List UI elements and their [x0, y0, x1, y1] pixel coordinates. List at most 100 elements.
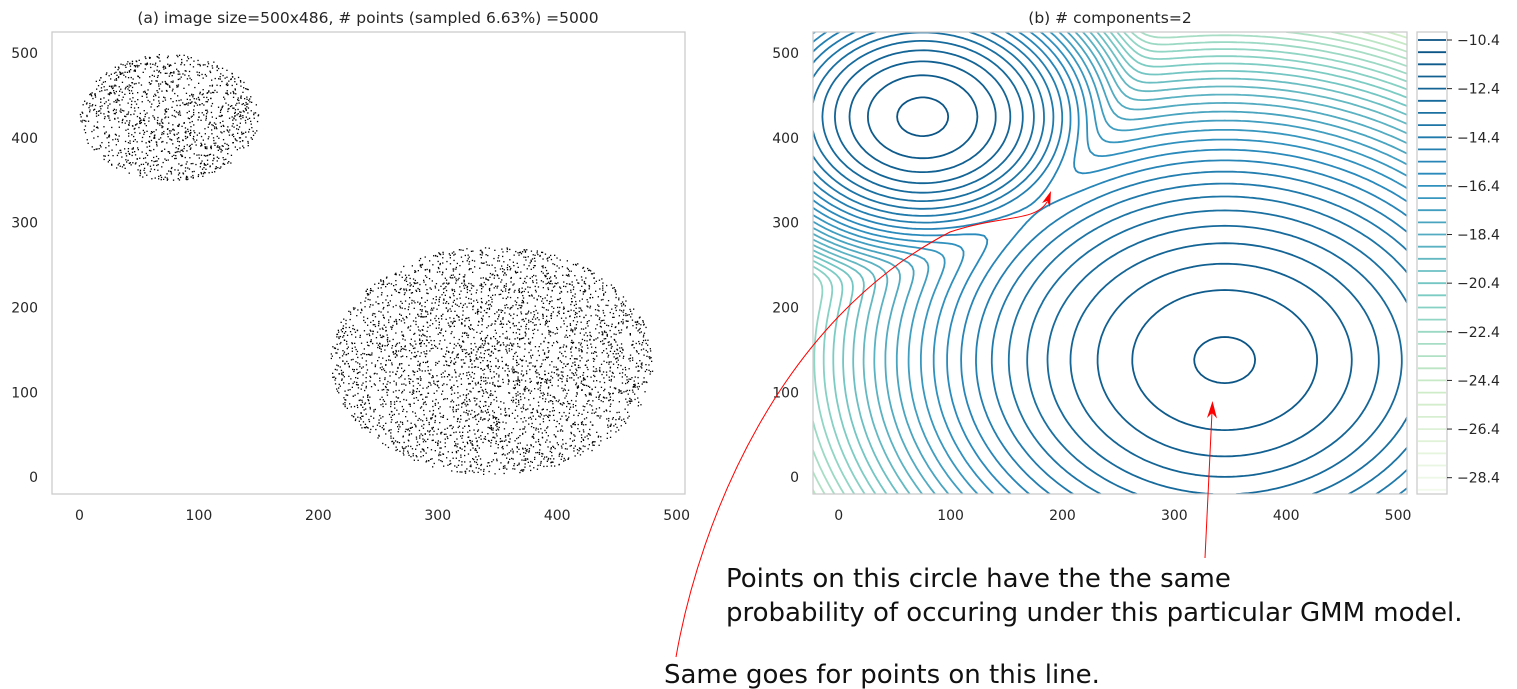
scatter-point	[461, 406, 463, 408]
scatter-point	[197, 175, 199, 178]
scatter-point	[254, 132, 256, 134]
scatter-point	[529, 381, 531, 383]
scatter-point	[433, 430, 435, 432]
scatter-point	[501, 454, 503, 456]
scatter-point	[374, 364, 377, 366]
scatter-point	[517, 343, 519, 345]
scatter-point	[601, 319, 603, 322]
scatter-point	[620, 310, 623, 312]
scatter-point	[127, 61, 129, 63]
scatter-point	[124, 115, 126, 117]
scatter-point	[402, 452, 404, 454]
scatter-point	[493, 416, 495, 418]
scatter-point	[419, 355, 421, 357]
scatter-point	[573, 304, 576, 307]
scatter-point	[609, 410, 611, 413]
scatter-point	[153, 148, 155, 151]
scatter-point	[378, 422, 380, 424]
scatter-point	[469, 358, 472, 361]
scatter-point	[427, 385, 429, 388]
scatter-point	[168, 130, 171, 132]
scatter-point	[131, 86, 134, 89]
scatter-point	[464, 403, 466, 405]
scatter-point	[470, 391, 472, 393]
scatter-point	[143, 133, 145, 135]
scatter-point	[634, 384, 636, 387]
scatter-point	[498, 376, 500, 378]
scatter-point	[203, 96, 205, 98]
scatter-point	[170, 171, 172, 173]
scatter-point	[494, 390, 496, 393]
scatter-point	[449, 317, 451, 319]
scatter-point	[590, 394, 592, 396]
scatter-point	[498, 421, 500, 423]
scatter-point	[128, 132, 130, 135]
scatter-point	[412, 285, 414, 287]
scatter-point	[451, 387, 453, 389]
scatter-point	[547, 282, 549, 284]
scatter-point	[520, 313, 523, 315]
scatter-point	[116, 74, 118, 76]
scatter-point	[592, 424, 594, 426]
scatter-point	[127, 88, 129, 90]
scatter-point	[552, 331, 554, 334]
scatter-point	[626, 320, 628, 322]
scatter-point	[513, 465, 515, 467]
scatter-point	[646, 381, 648, 384]
scatter-point	[189, 132, 192, 134]
scatter-point	[466, 260, 468, 262]
scatter-point	[595, 346, 597, 349]
scatter-point	[164, 148, 166, 150]
scatter-point	[503, 286, 505, 288]
scatter-point	[168, 64, 171, 66]
scatter-point	[160, 174, 162, 177]
scatter-point	[610, 430, 612, 432]
scatter-point	[186, 112, 188, 114]
scatter-point	[521, 337, 523, 339]
scatter-point	[136, 123, 138, 125]
scatter-point	[239, 141, 241, 143]
scatter-point	[411, 302, 413, 304]
scatter-point	[620, 392, 622, 394]
scatter-point	[552, 414, 555, 416]
scatter-point	[429, 350, 431, 352]
scatter-point	[228, 134, 231, 136]
scatter-point	[121, 166, 124, 168]
scatter-point	[356, 368, 358, 371]
scatter-point	[206, 96, 208, 99]
scatter-point	[388, 304, 390, 306]
scatter-point	[525, 323, 528, 325]
scatter-point	[531, 294, 533, 296]
scatter-point	[458, 249, 461, 251]
scatter-point	[509, 342, 512, 344]
scatter-point	[518, 291, 520, 293]
scatter-point	[372, 304, 374, 306]
scatter-point	[529, 343, 531, 345]
scatter-point	[402, 335, 405, 337]
scatter-point	[488, 288, 491, 290]
scatter-point	[222, 139, 225, 141]
scatter-point	[87, 142, 89, 144]
scatter-point	[542, 281, 544, 283]
scatter-point	[442, 453, 445, 455]
scatter-point	[435, 327, 437, 329]
scatter-point	[506, 247, 508, 249]
scatter-point	[495, 365, 497, 367]
scatter-point	[240, 111, 242, 113]
scatter-point	[460, 359, 462, 361]
scatter-point	[591, 346, 593, 348]
scatter-point	[212, 91, 214, 94]
scatter-point	[560, 346, 562, 349]
scatter-point	[360, 412, 362, 414]
scatter-point	[459, 447, 461, 449]
scatter-point	[599, 417, 601, 419]
scatter-point	[605, 348, 608, 350]
scatter-point	[597, 296, 599, 298]
scatter-point	[482, 346, 484, 349]
scatter-point	[455, 450, 457, 453]
scatter-point	[528, 450, 530, 452]
scatter-point	[417, 382, 419, 384]
scatter-point	[487, 419, 489, 422]
scatter-point	[476, 403, 478, 405]
scatter-point	[501, 248, 503, 250]
